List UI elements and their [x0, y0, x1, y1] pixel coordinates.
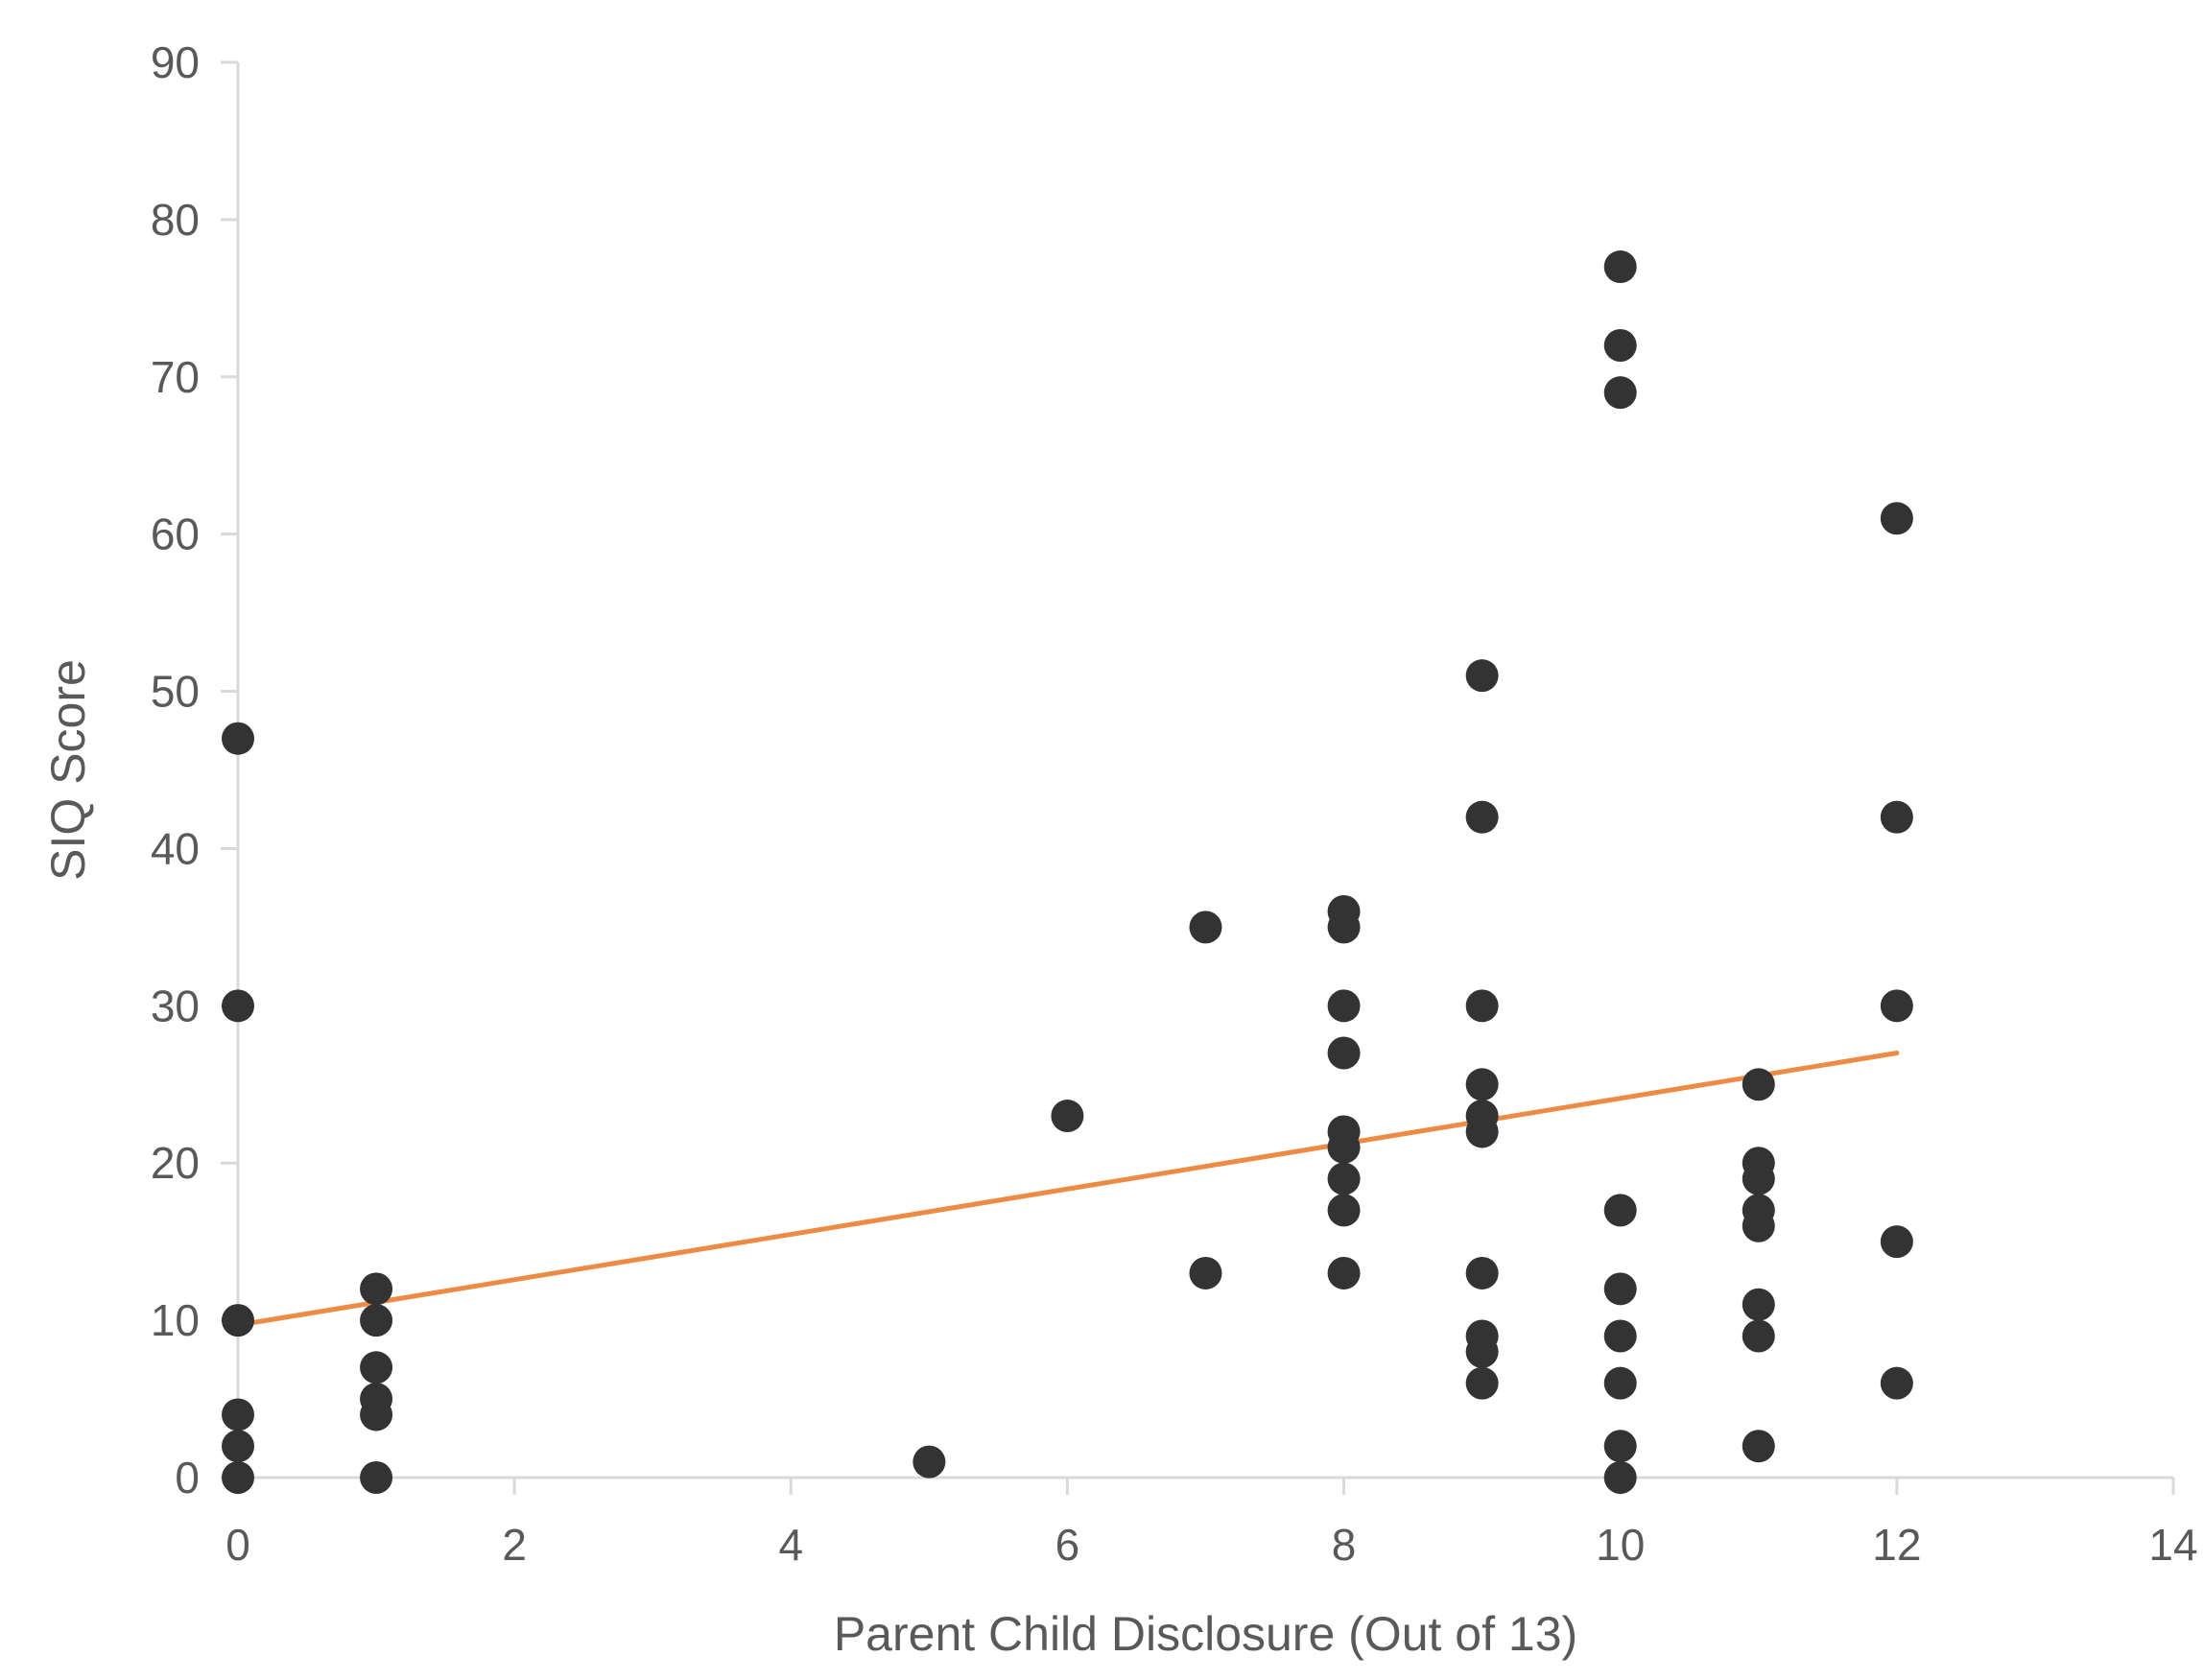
data-point — [222, 989, 254, 1023]
data-point — [1189, 911, 1222, 944]
x-tick-label: 12 — [1872, 1520, 1921, 1570]
data-point — [1327, 911, 1361, 944]
y-axis-title: SIQ Score — [41, 659, 95, 881]
data-point — [1327, 1036, 1361, 1070]
y-tick-label: 30 — [151, 981, 200, 1030]
data-point — [360, 1304, 393, 1337]
data-point — [1742, 1209, 1775, 1242]
data-points — [222, 250, 1913, 1494]
data-point — [1880, 1366, 1913, 1400]
data-point — [1603, 1319, 1637, 1353]
y-tick-label: 90 — [151, 37, 200, 87]
data-point — [1880, 502, 1913, 535]
data-point — [1603, 1272, 1637, 1306]
data-point — [1465, 989, 1499, 1023]
data-point — [222, 1304, 254, 1337]
data-point — [1603, 1194, 1637, 1227]
data-point — [1603, 376, 1637, 410]
data-point — [1742, 1319, 1775, 1353]
data-point — [1327, 1256, 1361, 1290]
data-point — [1327, 1194, 1361, 1227]
data-point — [1465, 1256, 1499, 1290]
data-point — [360, 1398, 393, 1432]
data-point — [1742, 1430, 1775, 1463]
data-point — [1742, 1162, 1775, 1195]
data-point — [1603, 250, 1637, 284]
data-point — [1880, 800, 1913, 834]
data-point — [360, 1351, 393, 1384]
data-point — [1051, 1100, 1084, 1133]
y-tick-label: 80 — [151, 195, 200, 245]
trendline — [235, 1051, 1900, 1328]
y-tick-label: 20 — [151, 1138, 200, 1188]
data-point — [1465, 1068, 1499, 1101]
x-tick-label: 8 — [1332, 1520, 1357, 1570]
x-tick-label: 14 — [2148, 1520, 2197, 1570]
data-point — [222, 722, 254, 755]
y-tick-label: 70 — [151, 352, 200, 402]
data-point — [1603, 1461, 1637, 1494]
x-tick-label: 0 — [225, 1520, 250, 1570]
data-point — [1603, 1430, 1637, 1463]
data-point — [1880, 989, 1913, 1023]
data-point — [1465, 1115, 1499, 1148]
data-point — [1742, 1068, 1775, 1101]
x-axis-title: Parent Child Disclosure (Out of 13) — [834, 1607, 1577, 1661]
x-tick-label: 4 — [778, 1520, 803, 1570]
data-point — [912, 1445, 946, 1479]
data-point — [222, 1461, 254, 1494]
data-point — [1465, 659, 1499, 693]
data-point — [1327, 1162, 1361, 1195]
y-tick-label: 10 — [151, 1295, 200, 1345]
data-point — [1880, 1225, 1913, 1259]
data-point — [222, 1398, 254, 1432]
y-tick-label: 40 — [151, 823, 200, 873]
data-point — [1603, 1366, 1637, 1400]
data-point — [1327, 989, 1361, 1023]
x-tick-label: 6 — [1055, 1520, 1080, 1570]
data-point — [1465, 1366, 1499, 1400]
x-tick-label: 10 — [1596, 1520, 1645, 1570]
data-point — [1603, 329, 1637, 362]
y-tick-label: 0 — [175, 1453, 200, 1503]
data-point — [1465, 800, 1499, 834]
tick-labels: 0 10 20 30 40 50 60 70 80 90 0 2 4 6 8 10 12 14 — [151, 37, 2198, 1570]
data-point — [222, 1430, 254, 1463]
data-point — [1465, 1335, 1499, 1368]
data-point — [1742, 1288, 1775, 1321]
data-point — [1189, 1256, 1222, 1290]
x-tick-label: 2 — [502, 1520, 527, 1570]
data-point — [1327, 1130, 1361, 1164]
y-tick-label: 60 — [151, 509, 200, 559]
trendline-layer — [235, 1051, 1900, 1328]
y-tick-label: 50 — [151, 667, 200, 717]
data-point — [360, 1272, 393, 1306]
data-point — [360, 1461, 393, 1494]
